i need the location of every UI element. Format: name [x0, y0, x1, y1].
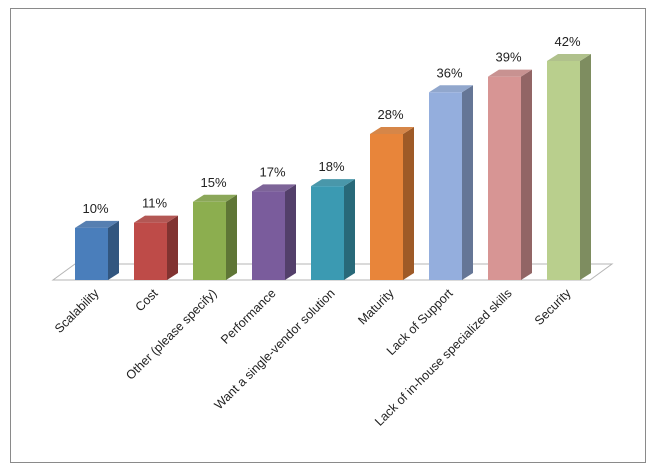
- data-label: 42%: [554, 34, 580, 49]
- category-label: Performance: [218, 286, 279, 347]
- bar: [193, 194, 237, 280]
- value-labels: 10% 11% 15% 17% 18% 28% 36% 39% 42%: [82, 34, 580, 216]
- data-label: 18%: [318, 159, 344, 174]
- data-label: 11%: [142, 196, 167, 211]
- bar-top: [311, 179, 355, 187]
- bars: [75, 54, 591, 281]
- bar-side: [462, 85, 473, 281]
- bar-side: [403, 127, 414, 280]
- bar-top: [252, 184, 296, 192]
- bar-top: [488, 69, 532, 77]
- data-label: 28%: [377, 107, 403, 122]
- bar-side: [344, 179, 355, 280]
- bar: [134, 215, 178, 280]
- bar-top: [75, 220, 119, 228]
- data-label: 17%: [259, 164, 285, 179]
- bar-front: [311, 186, 344, 280]
- bar-side: [285, 184, 296, 280]
- bar-top: [547, 54, 591, 61]
- bar-top: [134, 215, 178, 223]
- data-label: 36%: [436, 65, 462, 80]
- bar-front: [75, 227, 108, 280]
- bar: [488, 69, 532, 281]
- bar-top: [429, 85, 473, 93]
- bar-front: [252, 191, 285, 280]
- bar-front: [488, 76, 521, 281]
- category-label: Cost: [133, 286, 161, 314]
- bar-side: [108, 220, 119, 280]
- bar-side: [521, 69, 532, 281]
- bar-front: [370, 134, 403, 280]
- data-label: 39%: [495, 50, 521, 65]
- category-label: Want a single-vendor solution: [212, 286, 338, 412]
- bar-side: [167, 215, 178, 280]
- bar-front: [193, 201, 226, 280]
- category-label: Security: [532, 286, 574, 328]
- bar-side: [226, 194, 237, 280]
- bar-top: [370, 127, 414, 134]
- category-label: Maturity: [355, 286, 397, 328]
- bar: [429, 85, 473, 281]
- bar: [252, 184, 296, 280]
- bar: [547, 54, 591, 280]
- bar: [311, 179, 355, 280]
- bar-top: [193, 194, 237, 202]
- data-label: 10%: [82, 201, 108, 216]
- bar-front: [547, 61, 580, 280]
- bar: [370, 127, 414, 280]
- bar-front: [134, 222, 167, 280]
- bar: [75, 220, 119, 280]
- bar-front: [429, 92, 462, 281]
- data-label: 15%: [200, 175, 226, 190]
- bar-side: [580, 54, 591, 280]
- category-label: Scalability: [52, 286, 102, 336]
